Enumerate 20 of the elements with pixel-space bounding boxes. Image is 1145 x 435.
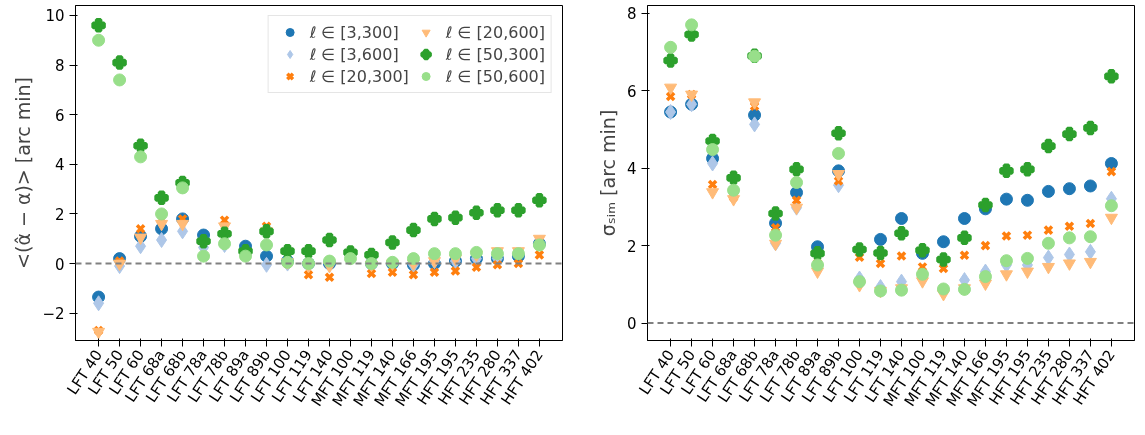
y-tick-label: −2 bbox=[42, 305, 65, 324]
y-tick-label: 6 bbox=[54, 106, 65, 125]
y-tick-label: 4 bbox=[626, 160, 637, 179]
y-tick-label: 0 bbox=[626, 315, 637, 334]
y-tick-label: 8 bbox=[54, 57, 65, 76]
legend-label: ℓ ∈ [50,300] bbox=[445, 44, 545, 64]
legend-label: ℓ ∈ [50,600] bbox=[445, 66, 545, 86]
y-tick-label: 2 bbox=[626, 237, 637, 256]
legend-label: ℓ ∈ [3,600] bbox=[309, 44, 399, 64]
y-tick-label: 2 bbox=[54, 205, 65, 224]
legend-label: ℓ ∈ [20,600] bbox=[445, 22, 545, 42]
y-tick-label: 6 bbox=[626, 82, 637, 101]
y-tick-label: 10 bbox=[45, 7, 65, 26]
legend-label: ℓ ∈ [20,300] bbox=[309, 66, 409, 86]
y-axis-title: <(α̂ − α)> [arc min] bbox=[12, 77, 35, 269]
y-tick-label: 0 bbox=[54, 255, 65, 274]
legend-label: ℓ ∈ [3,300] bbox=[309, 22, 399, 42]
y-tick-label: 4 bbox=[54, 156, 65, 175]
y-tick-label: 8 bbox=[626, 5, 637, 24]
y-axis-title: σₛᵢₘ [arc min] bbox=[596, 109, 619, 237]
